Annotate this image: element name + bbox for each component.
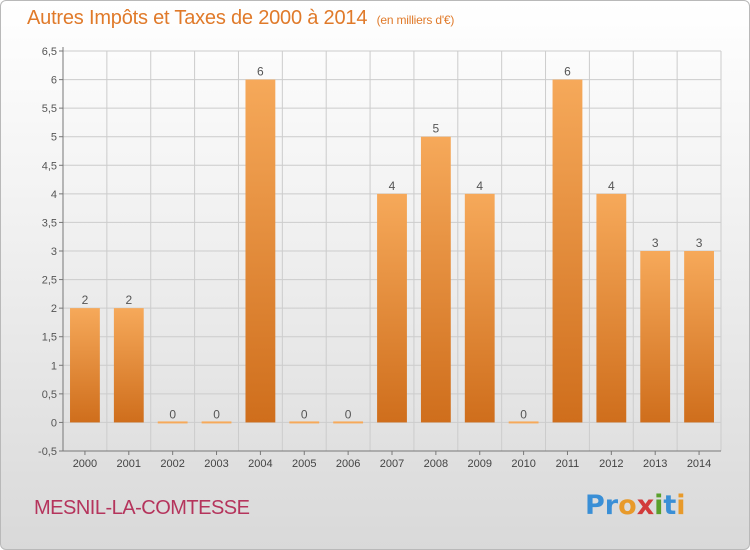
title-unit: (en milliers d'€) [376, 13, 455, 27]
data-label: 0 [520, 407, 527, 421]
bar [552, 79, 583, 423]
y-tick-label: 2 [51, 303, 57, 315]
x-tick-label: 2008 [424, 458, 448, 470]
logo-letter: P [585, 490, 605, 521]
axes [59, 47, 721, 455]
x-tick-labels: 2000 2001 2002 2003 2004 2005 2006 2007 2008 2009… [73, 458, 712, 470]
logo-letter: x [636, 490, 655, 521]
x-tick-label: 2009 [467, 458, 491, 470]
data-labels: 2 2 0 0 6 0 0 4 5 4 0 6 4 3 3 [82, 65, 703, 422]
x-tick-label: 2007 [380, 458, 404, 470]
x-tick-label: 2010 [511, 458, 535, 470]
y-tick-label: 4 [51, 189, 57, 201]
bar [289, 421, 320, 424]
y-tick-label: 1 [51, 360, 57, 372]
x-tick-label: 2012 [599, 458, 623, 470]
data-label: 2 [125, 293, 132, 307]
bar [464, 193, 495, 423]
logo-letter: i [654, 490, 664, 521]
bar [245, 79, 276, 423]
x-tick-label: 2002 [160, 458, 184, 470]
y-tick-label: -0,5 [38, 446, 57, 458]
x-tick-label: 2011 [556, 458, 580, 470]
data-label: 6 [564, 65, 571, 79]
bar [70, 308, 100, 423]
y-tick-labels: -0,5 0 0,5 1 1,5 2 2,5 3 3,5 4 4,5 5 5,5 6 6,5 [38, 46, 57, 458]
bars [70, 79, 714, 424]
chart-title: Autres Impôts et Taxes de 2000 à 2014 (e… [27, 7, 454, 30]
logo-letter: t [663, 490, 677, 521]
x-tick-label: 2000 [73, 458, 97, 470]
data-label: 5 [433, 122, 440, 136]
data-label: 4 [476, 179, 483, 193]
y-tick-label: 6 [51, 75, 57, 87]
y-tick-label: 0,5 [42, 389, 57, 401]
data-label: 4 [389, 179, 396, 193]
data-label: 6 [257, 65, 264, 79]
x-tick-label: 2006 [336, 458, 360, 470]
y-tick-label: 3 [51, 246, 57, 258]
bar [596, 193, 627, 423]
y-tick-label: 4,5 [42, 160, 57, 172]
y-tick-label: 5 [51, 132, 57, 144]
x-tick-label: 2014 [687, 458, 711, 470]
title-main: Autres Impôts et Taxes de 2000 à 2014 [27, 7, 368, 29]
bar [640, 251, 671, 423]
bar [333, 421, 364, 424]
data-label: 3 [652, 236, 659, 250]
bar [684, 251, 714, 423]
data-label: 0 [213, 407, 220, 421]
bar [420, 136, 451, 423]
logo-letter: r [604, 490, 619, 521]
x-tick-label: 2004 [248, 458, 272, 470]
logo-letter: o [618, 490, 637, 521]
data-label: 0 [345, 407, 352, 421]
y-tick-label: 6,5 [42, 46, 57, 58]
data-label: 0 [301, 407, 308, 421]
bar [113, 308, 144, 423]
y-tick-label: 2,5 [42, 275, 57, 287]
data-label: 3 [696, 236, 703, 250]
y-tick-label: 1,5 [42, 332, 57, 344]
y-tick-label: 5,5 [42, 103, 57, 115]
data-label: 2 [82, 293, 89, 307]
x-tick-label: 2005 [292, 458, 316, 470]
commune-name: MESNIL-LA-COMTESSE [34, 497, 250, 519]
x-tick-label: 2003 [204, 458, 228, 470]
bar [157, 421, 188, 424]
data-label: 4 [608, 179, 615, 193]
bar [377, 193, 407, 423]
proxiti-logo: Proxiti [585, 490, 686, 521]
logo-letter: i [676, 490, 686, 521]
bar [201, 421, 232, 424]
bar [508, 421, 539, 424]
x-tick-label: 2013 [643, 458, 667, 470]
data-label: 0 [169, 407, 176, 421]
y-tick-label: 3,5 [42, 217, 57, 229]
y-tick-label: 0 [51, 417, 57, 429]
x-tick-label: 2001 [117, 458, 141, 470]
